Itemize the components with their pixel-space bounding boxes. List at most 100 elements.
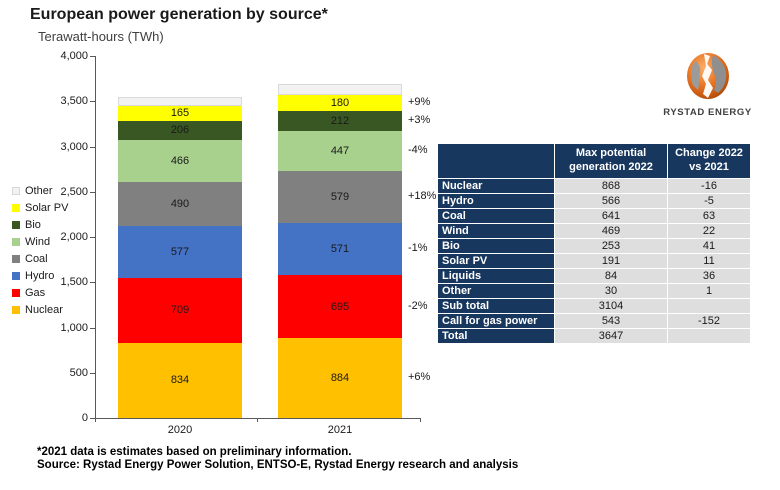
table-header-2: Change 2022 vs 2021 xyxy=(668,144,750,178)
y-axis-tick-label: 1,500 xyxy=(60,276,88,289)
chart-subtitle: Terawatt-hours (TWh) xyxy=(38,29,164,44)
row-change-value: 63 xyxy=(668,209,750,223)
bar-segment-solar-pv: 180 xyxy=(278,95,402,112)
legend-item-nuclear: Nuclear xyxy=(12,301,68,318)
bar-segment-nuclear: 834 xyxy=(118,342,242,418)
change-percent-label: +6% xyxy=(408,370,431,383)
legend-swatch xyxy=(12,271,20,280)
row-label: Solar PV xyxy=(438,254,554,268)
bar-segment-other xyxy=(118,96,242,107)
legend-item-hydro: Hydro xyxy=(12,267,68,284)
row-change-value: -16 xyxy=(668,179,750,193)
row-generation-value: 191 xyxy=(555,254,667,268)
y-axis-tick-label: 4,000 xyxy=(60,50,88,62)
bar-segment-hydro: 577 xyxy=(118,226,242,279)
table-row: Solar PV 191 11 xyxy=(438,254,750,268)
legend-swatch xyxy=(12,288,20,297)
y-axis-tick xyxy=(90,56,95,57)
segment-value-label: 466 xyxy=(170,154,190,167)
row-generation-value: 3104 xyxy=(555,299,667,313)
x-axis-category-label: 2021 xyxy=(327,424,353,436)
footnote-source: Source: Rystad Energy Power Solution, EN… xyxy=(37,459,519,471)
table-row: Hydro 566 -5 xyxy=(438,194,750,208)
x-axis-category-label: 2020 xyxy=(167,424,193,436)
row-label: Wind xyxy=(438,224,554,238)
x-axis-tick xyxy=(420,418,421,422)
segment-value-label: 834 xyxy=(170,374,190,387)
legend-item-wind: Wind xyxy=(12,233,68,250)
bar-segment-bio: 212 xyxy=(278,111,402,131)
legend-item-coal: Coal xyxy=(12,250,68,267)
table-header-0 xyxy=(438,144,554,178)
segment-value-label: 709 xyxy=(170,304,190,317)
chart-legend: Other Solar PV Bio Wind Coal Hydro Gas Nuclear xyxy=(12,182,68,318)
x-axis-line xyxy=(95,418,421,419)
table-row: Coal 641 63 xyxy=(438,209,750,223)
legend-label: Coal xyxy=(25,252,48,265)
chart-title: European power generation by source* xyxy=(30,6,328,23)
bar-segment-hydro: 571 xyxy=(278,223,402,276)
y-axis-tick xyxy=(90,237,95,238)
bar-segment-bio: 206 xyxy=(118,120,242,140)
row-change-value: 36 xyxy=(668,269,750,283)
legend-label: Gas xyxy=(25,286,46,299)
segment-value-label: 206 xyxy=(170,124,190,137)
table-row: Bio 253 41 xyxy=(438,239,750,253)
legend-item-other: Other xyxy=(12,182,68,199)
y-axis-tick-label: 3,500 xyxy=(60,95,88,108)
stacked-bar-chart: 0 500 1,000 1,500 2,000 2,500 3,000 3,500 4,000 8… xyxy=(60,50,437,436)
table-row: Other 30 1 xyxy=(438,284,750,298)
legend-label: Wind xyxy=(25,235,51,248)
row-generation-value: 253 xyxy=(555,239,667,253)
row-label: Bio xyxy=(438,239,554,253)
table-row: Liquids 84 36 xyxy=(438,269,750,283)
row-label: Call for gas power xyxy=(438,314,554,328)
row-generation-value: 566 xyxy=(555,194,667,208)
y-axis-tick xyxy=(90,191,95,193)
legend-swatch xyxy=(12,186,20,195)
y-axis-tick-label: 0 xyxy=(81,412,88,424)
table-row: Wind 469 22 xyxy=(438,224,750,238)
bar-segment-gas: 695 xyxy=(278,275,402,338)
change-percent-label: -4% xyxy=(408,143,428,156)
logo-text: RYSTAD ENERGY xyxy=(663,107,752,118)
bar-segment-gas: 709 xyxy=(118,278,242,343)
x-axis-tick xyxy=(95,418,96,422)
legend-label: Nuclear xyxy=(25,303,63,316)
row-label: Other xyxy=(438,284,554,298)
legend-swatch xyxy=(12,203,20,212)
bar-segment-wind: 447 xyxy=(278,130,402,172)
bar-segment-nuclear: 884 xyxy=(278,337,402,418)
segment-value-label: 571 xyxy=(330,243,350,256)
legend-label: Solar PV xyxy=(25,201,69,214)
change-percent-label: -1% xyxy=(408,242,428,255)
legend-swatch xyxy=(12,220,20,229)
bar-segment-coal: 490 xyxy=(118,181,242,227)
row-change-value: 22 xyxy=(668,224,750,238)
legend-label: Hydro xyxy=(25,269,55,282)
y-axis-tick-label: 1,000 xyxy=(60,321,88,334)
legend-label: Bio xyxy=(25,218,41,231)
legend-item-bio: Bio xyxy=(12,216,68,233)
row-label: Nuclear xyxy=(438,179,554,193)
row-change-value: 41 xyxy=(668,239,750,253)
legend-label: Other xyxy=(25,184,53,197)
y-axis-tick xyxy=(90,418,95,419)
row-generation-value: 641 xyxy=(555,209,667,223)
row-label: Hydro xyxy=(438,194,554,208)
row-change-value xyxy=(668,329,750,343)
table-row: Sub total 3104 xyxy=(438,299,750,313)
table-row: Nuclear 868 -16 xyxy=(438,179,750,193)
y-axis-tick xyxy=(90,372,95,374)
row-change-value: 11 xyxy=(668,254,750,268)
change-percent-label: +18% xyxy=(408,190,437,203)
globe-icon xyxy=(686,53,729,99)
row-change-value: 1 xyxy=(668,284,750,298)
row-generation-value: 469 xyxy=(555,224,667,238)
segment-value-label: 165 xyxy=(170,107,190,120)
legend-swatch xyxy=(12,237,20,246)
y-axis-tick-label: 2,500 xyxy=(60,185,88,198)
bar-segment-wind: 466 xyxy=(118,139,242,182)
segment-value-label: 212 xyxy=(330,114,350,127)
